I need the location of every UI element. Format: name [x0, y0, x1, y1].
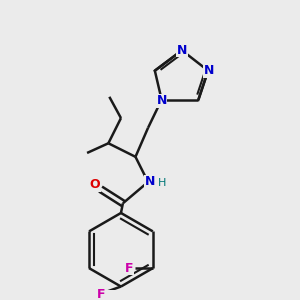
Text: F: F [97, 288, 106, 300]
Text: N: N [145, 176, 155, 188]
Text: N: N [177, 44, 187, 57]
Text: O: O [89, 178, 100, 191]
Text: H: H [158, 178, 166, 188]
Text: N: N [204, 64, 214, 77]
Text: N: N [156, 94, 167, 107]
Text: F: F [125, 262, 134, 275]
